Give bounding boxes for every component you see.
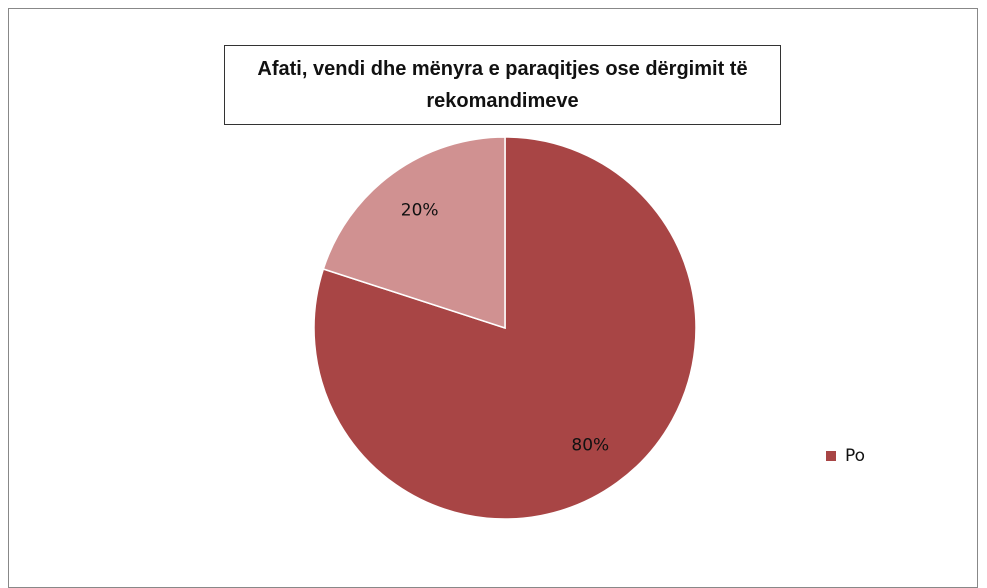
data-label: 80% [571, 435, 609, 455]
pie-slice [313, 136, 697, 520]
data-label: 20% [401, 201, 439, 221]
legend-swatch [826, 451, 836, 461]
page: 80% 20% Po Afati, vendi dhe mënyra e paraq… [8, 8, 978, 588]
chart: 80% 20% Po [313, 136, 865, 520]
legend-label: Po [845, 446, 865, 466]
chart-title: Afati, vendi dhe mënyra e paraqitjes ose… [224, 45, 781, 125]
pie-slice [322, 136, 506, 330]
